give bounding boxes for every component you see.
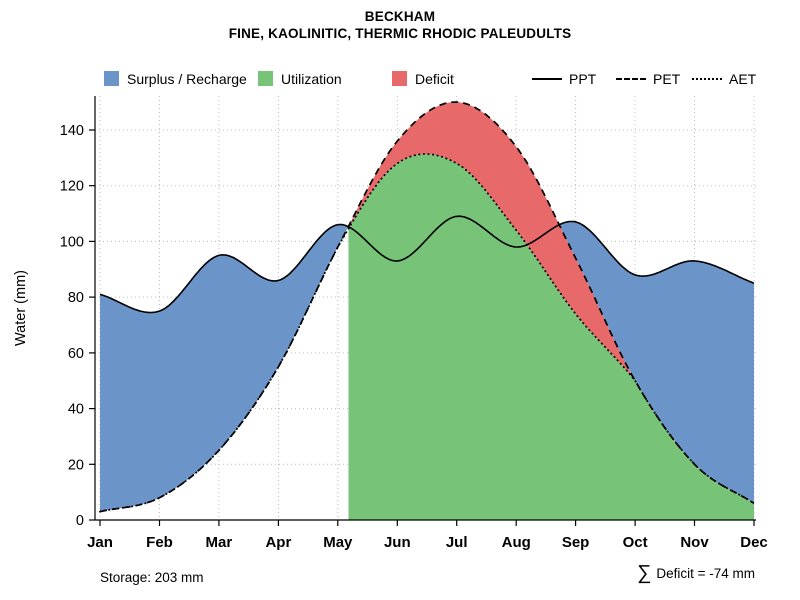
x-tick-label: Jan (87, 534, 113, 551)
x-tick-label: Oct (623, 534, 648, 551)
legend-area-item-0: Surplus / Recharge (104, 70, 247, 87)
legend-line-item-2: AET (692, 70, 756, 87)
x-tick-label: Sep (562, 534, 590, 551)
surplus-area (560, 221, 754, 504)
legend-area-item-1: Utilization (258, 70, 342, 87)
y-tick-label: 60 (68, 346, 84, 362)
axis-labels: 0 20 40 60 80 100 120 140 Jan Feb Mar Apr May Jun Jul A… (13, 123, 768, 551)
legend-line-sample-solid-icon (532, 77, 562, 80)
legend-line-item-1: PET (616, 70, 680, 87)
y-tick-label: 40 (68, 402, 84, 418)
x-tick-label: May (323, 534, 353, 551)
sum-symbol: ∑ (637, 562, 652, 584)
x-tick-label: Dec (740, 534, 768, 551)
utilization-area (348, 154, 754, 520)
storage-annotation: Storage: 203 mm (100, 570, 204, 585)
deficit-area (348, 102, 633, 378)
series-lines (99, 101, 755, 513)
surplus-area (100, 224, 348, 512)
legend-swatch-icon (104, 71, 119, 86)
deficit-text: Deficit = -74 mm (656, 565, 755, 581)
ppt-line (99, 215, 755, 314)
y-tick-label: 20 (68, 457, 84, 473)
legend-area-item-2: Deficit (392, 70, 454, 87)
legend-area-label: Surplus / Recharge (127, 70, 247, 87)
y-tick-label: 140 (60, 123, 84, 139)
x-tick-label: Jul (446, 534, 468, 551)
x-tick-label: Nov (680, 534, 709, 551)
legend-area-label: Utilization (281, 70, 342, 87)
chart-title: BECKHAM (364, 9, 436, 24)
chart-legend: Surplus / Recharge Utilization Deficit PPT P… (0, 70, 800, 88)
y-tick-label: 100 (60, 234, 84, 250)
pet-line (99, 101, 755, 513)
legend-line-label: PPT (569, 70, 597, 87)
axes (89, 96, 756, 526)
x-tick-label: Feb (146, 534, 173, 551)
legend-line-label: AET (729, 70, 757, 87)
legend-line-label: PET (653, 70, 681, 87)
deficit-annotation: ∑ Deficit = -74 mm (637, 563, 755, 583)
y-tick-label: 120 (60, 179, 84, 195)
legend-area-label: Deficit (415, 70, 454, 87)
y-tick-label: 80 (68, 290, 84, 306)
y-tick-label: 0 (76, 513, 84, 529)
x-tick-label: Jun (384, 534, 411, 551)
legend-line-item-0: PPT (532, 70, 596, 87)
chart-subtitle: FINE, KAOLINITIC, THERMIC RHODIC PALEUDU… (228, 26, 572, 41)
area-fills (100, 102, 754, 520)
x-tick-label: Apr (265, 534, 291, 551)
y-axis-title: Water (mm) (13, 270, 29, 346)
legend-swatch-icon (392, 71, 407, 86)
x-tick-label: Mar (206, 534, 233, 551)
x-tick-label: Aug (502, 534, 531, 551)
legend-line-sample-dashed-icon (616, 77, 646, 80)
legend-line-sample-dotted-icon (692, 77, 722, 80)
legend-swatch-icon (258, 71, 273, 86)
